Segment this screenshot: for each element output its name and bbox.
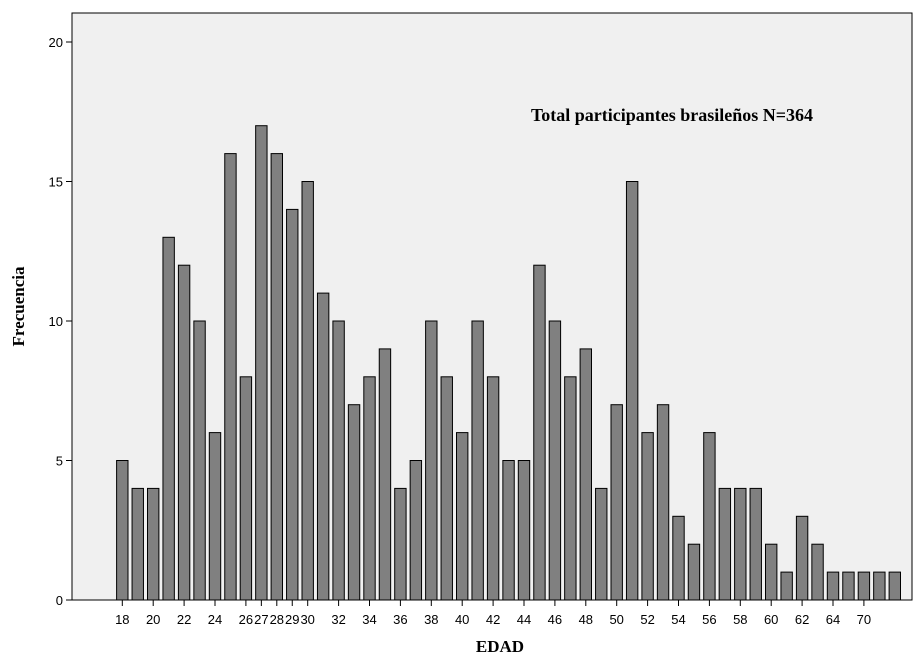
y-tick-label: 20 <box>49 35 63 50</box>
bar-age-63 <box>811 543 824 601</box>
bar-age-29 <box>286 208 299 601</box>
bar-age-34 <box>363 376 376 601</box>
x-tick-label: 50 <box>609 612 623 627</box>
x-axis-title: EDAD <box>476 637 524 656</box>
bar-age-66 <box>857 571 871 601</box>
bar-age-19 <box>131 487 144 601</box>
bar-age-53 <box>656 404 670 601</box>
bar-age-58 <box>734 487 747 601</box>
bar-age-56 <box>703 432 716 601</box>
x-tick-label: 22 <box>177 612 191 627</box>
bar-age-41 <box>471 320 484 601</box>
bar-age-20 <box>147 487 160 601</box>
x-tick-label: 70 <box>857 612 871 627</box>
x-tick-label: 29 <box>285 612 299 627</box>
bar-age-65 <box>842 571 855 601</box>
bar-age-55 <box>687 543 701 601</box>
x-tick-label: 38 <box>424 612 438 627</box>
bar-age-18 <box>116 460 129 601</box>
bar-age-30 <box>301 181 314 601</box>
bar-age-68 <box>888 571 901 601</box>
bar-age-42 <box>486 376 500 601</box>
bars-group <box>116 125 901 601</box>
bar-age-37 <box>409 460 423 601</box>
x-tick-label: 58 <box>733 612 747 627</box>
x-tick-label: 18 <box>115 612 129 627</box>
bar-age-54 <box>672 515 685 601</box>
bar-age-23 <box>193 320 206 601</box>
bar-age-31 <box>316 292 330 601</box>
bar-age-60 <box>765 543 778 601</box>
bar-age-43 <box>502 460 515 601</box>
x-tick-label: 64 <box>826 612 840 627</box>
bar-age-26 <box>239 376 253 601</box>
bar-age-49 <box>595 487 608 601</box>
bar-age-24 <box>208 432 222 601</box>
y-tick-label: 5 <box>56 454 63 469</box>
bar-age-62 <box>795 515 809 601</box>
bar-age-45 <box>533 264 546 601</box>
bar-age-61 <box>780 571 793 601</box>
axes-group: 0 5 10 15 20 18 20 22 24 26 27 28 29 30 32 34 36 38 40 42 44… <box>49 35 872 627</box>
bar-age-32 <box>332 320 345 601</box>
y-tick-label: 10 <box>49 314 63 329</box>
bar-age-21 <box>162 236 175 601</box>
bar-age-59 <box>749 487 762 601</box>
x-tick-label: 27 <box>254 612 268 627</box>
bar-age-38 <box>425 320 438 601</box>
x-tick-label: 54 <box>671 612 685 627</box>
x-tick-label: 32 <box>331 612 345 627</box>
x-tick-label: 56 <box>702 612 716 627</box>
bar-age-57 <box>718 487 732 601</box>
x-tick-label: 46 <box>548 612 562 627</box>
bar-age-67 <box>873 571 886 601</box>
bar-age-46 <box>548 320 562 601</box>
bar-age-51 <box>625 181 639 601</box>
y-axis-title: Frecuencia <box>9 266 28 346</box>
x-tick-label: 62 <box>795 612 809 627</box>
bar-age-47 <box>564 376 577 601</box>
bar-age-28 <box>270 153 284 601</box>
bar-age-36 <box>394 487 407 601</box>
x-tick-label: 30 <box>300 612 314 627</box>
x-tick-label: 34 <box>362 612 376 627</box>
bar-age-48 <box>579 348 592 601</box>
x-tick-label: 44 <box>517 612 531 627</box>
chart-annotation: Total participantes brasileños N=364 <box>531 105 813 125</box>
x-tick-label: 40 <box>455 612 469 627</box>
x-tick-label: 26 <box>239 612 253 627</box>
x-tick-label: 52 <box>640 612 654 627</box>
bar-age-33 <box>347 404 361 601</box>
bar-age-50 <box>610 404 623 601</box>
bar-age-35 <box>378 348 392 601</box>
x-tick-label: 24 <box>208 612 222 627</box>
bar-age-52 <box>641 432 654 601</box>
x-tick-label: 36 <box>393 612 407 627</box>
x-tick-label: 60 <box>764 612 778 627</box>
x-tick-label: 42 <box>486 612 500 627</box>
bar-age-40 <box>456 432 469 601</box>
y-tick-label: 0 <box>56 593 63 608</box>
x-tick-label: 28 <box>270 612 284 627</box>
bar-age-44 <box>517 460 531 601</box>
x-tick-label: 48 <box>579 612 593 627</box>
bar-age-64 <box>826 571 840 601</box>
y-tick-label: 15 <box>49 175 63 190</box>
bar-age-39 <box>440 376 453 601</box>
bar-age-27 <box>255 125 268 601</box>
x-tick-label: 20 <box>146 612 160 627</box>
bar-age-22 <box>177 264 191 601</box>
bar-age-25 <box>224 153 237 601</box>
